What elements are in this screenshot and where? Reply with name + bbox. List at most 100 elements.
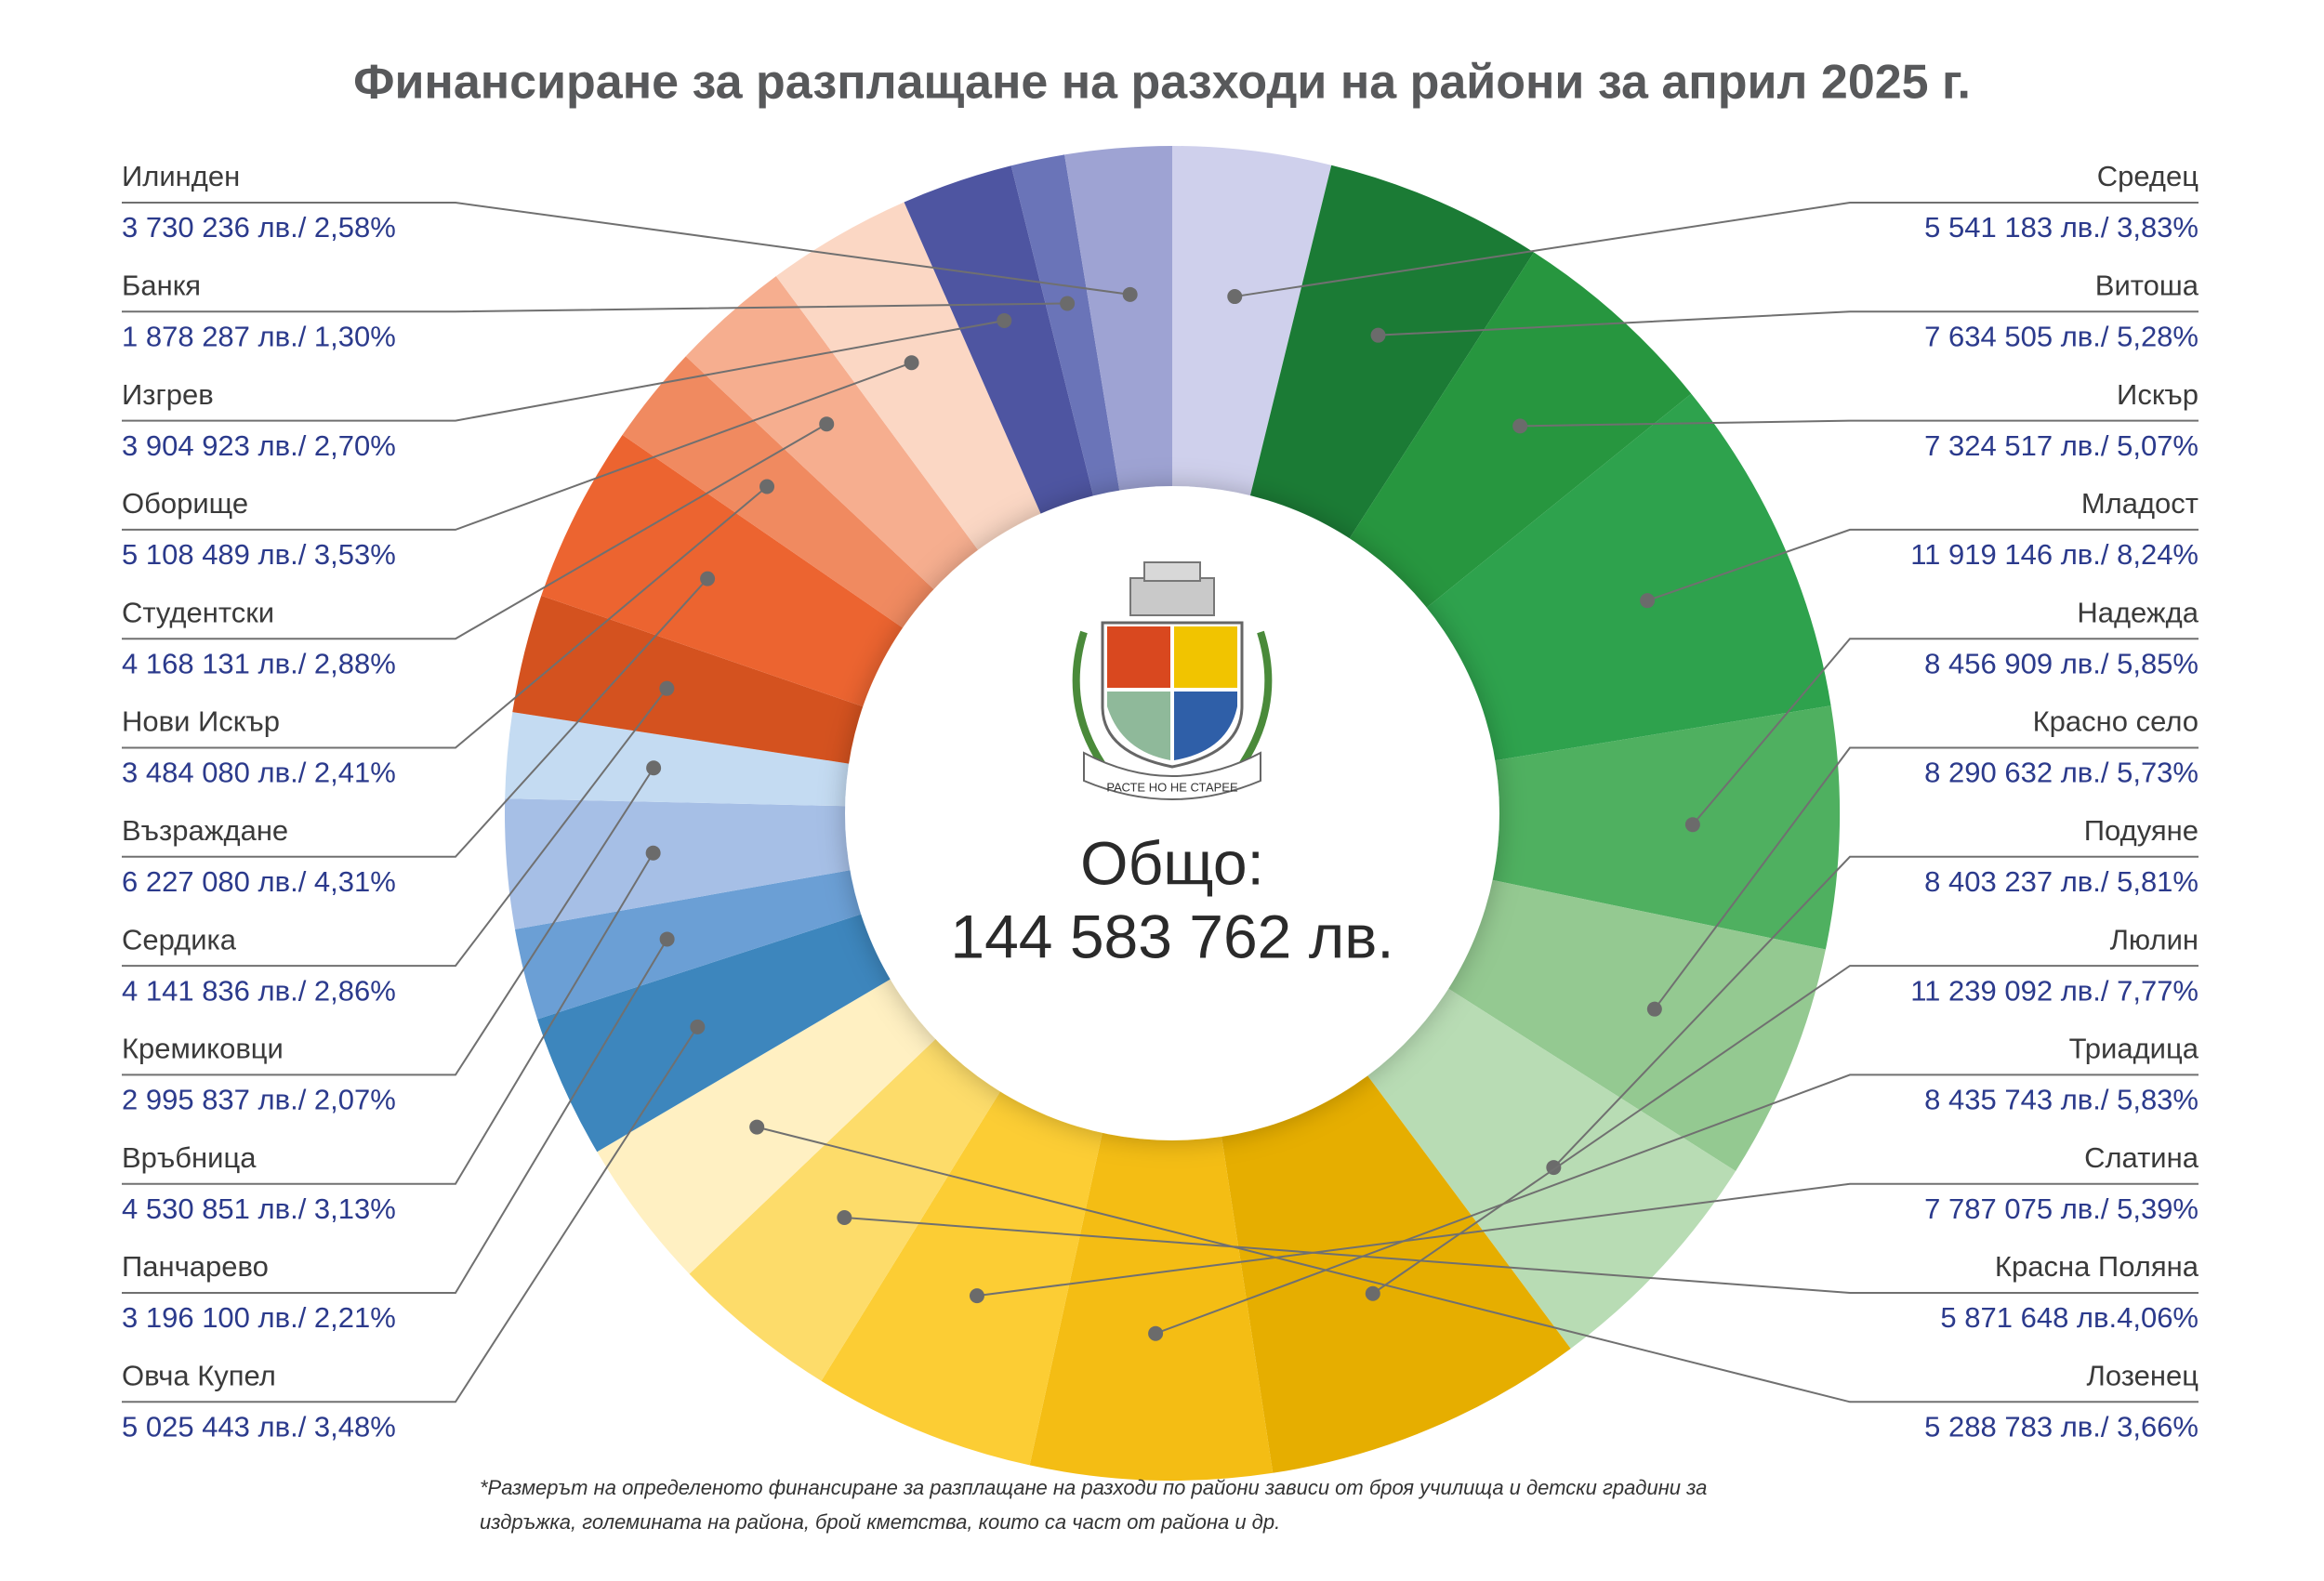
value-label: 3 730 236 лв./ 2,58% xyxy=(122,211,396,244)
donut-segment xyxy=(1343,252,1692,615)
leader-dot xyxy=(759,479,775,494)
category-label: Младост xyxy=(2081,487,2199,520)
value-label: 5 288 783 лв./ 3,66% xyxy=(1924,1410,2199,1443)
leader-line xyxy=(122,577,708,858)
value-label: 5 025 443 лв./ 3,48% xyxy=(122,1410,396,1443)
leader-line xyxy=(122,767,654,1076)
category-label: Овча Купел xyxy=(122,1359,276,1391)
category-label: Илинден xyxy=(122,160,240,192)
donut-segment xyxy=(505,798,862,929)
leader-dot xyxy=(969,1288,984,1304)
value-label: 7 634 505 лв./ 5,28% xyxy=(1924,320,2199,352)
leader-dot xyxy=(659,931,675,947)
category-label: Възраждане xyxy=(122,814,288,847)
value-label: 5 108 489 лв./ 3,53% xyxy=(122,538,396,571)
leader-line xyxy=(1155,1074,2199,1335)
leader-dot xyxy=(749,1119,765,1135)
category-label: Сердика xyxy=(122,923,237,955)
value-label: 8 456 909 лв./ 5,85% xyxy=(1924,647,2199,679)
leader-dot xyxy=(1148,1325,1164,1341)
category-label: Връбница xyxy=(122,1141,257,1174)
total-label: Общо: xyxy=(1080,828,1264,897)
leader-dot xyxy=(997,312,1012,328)
value-label: 3 904 923 лв./ 2,70% xyxy=(122,429,396,462)
value-label: 7 787 075 лв./ 5,39% xyxy=(1924,1192,2199,1225)
value-label: 8 290 632 лв./ 5,73% xyxy=(1924,757,2199,789)
leader-line xyxy=(122,938,668,1294)
category-label: Люлин xyxy=(2110,923,2199,955)
category-label: Изгрев xyxy=(122,378,214,411)
value-label: 7 324 517 лв./ 5,07% xyxy=(1924,429,2199,462)
category-label: Подуяне xyxy=(2084,814,2199,847)
donut-segment xyxy=(1481,705,1840,950)
donut-segment xyxy=(1220,1066,1571,1473)
category-label: Надежда xyxy=(2077,596,2199,628)
leader-line xyxy=(122,302,1068,313)
value-label: 11 239 092 лв./ 7,77% xyxy=(1910,974,2199,1007)
donut-segment xyxy=(512,595,874,766)
footnote: издръжка, големината на района, брой кме… xyxy=(480,1510,1280,1534)
value-label: 5 871 648 лв.4,06% xyxy=(1940,1301,2199,1334)
leader-line xyxy=(756,1126,2199,1403)
value-label: 8 403 237 лв./ 5,81% xyxy=(1924,865,2199,898)
category-label: Искър xyxy=(2117,378,2199,411)
donut-segment xyxy=(1248,165,1535,548)
category-label: Слатина xyxy=(2084,1141,2199,1174)
leader-dot xyxy=(1227,289,1243,305)
category-label: Студентски xyxy=(122,596,274,628)
value-label: 11 919 146 лв./ 8,24% xyxy=(1910,538,2199,571)
category-label: Нови Искър xyxy=(122,705,280,738)
emblem-motto: РАСТЕ НО НЕ СТАРЕЕ xyxy=(1106,780,1238,794)
category-label: Панчарево xyxy=(122,1250,269,1283)
donut-segment xyxy=(541,434,912,711)
footnote: *Размерът на определеното финансиране за… xyxy=(480,1476,1707,1499)
category-label: Триадица xyxy=(2069,1033,2199,1065)
leader-dot xyxy=(1646,1001,1662,1017)
total-value: 144 583 762 лв. xyxy=(950,902,1393,970)
category-label: Банкя xyxy=(122,269,201,301)
donut-segment xyxy=(821,1082,1105,1466)
leader-dot xyxy=(1370,327,1386,343)
donut xyxy=(505,146,1840,1481)
leader-line xyxy=(122,319,1005,422)
leader-dot xyxy=(645,845,661,861)
leader-dot xyxy=(1122,286,1138,302)
leader-line xyxy=(1378,310,2199,336)
category-label: Красно село xyxy=(2033,705,2199,738)
leader-dot xyxy=(700,571,716,586)
value-label: 8 435 743 лв./ 5,83% xyxy=(1924,1084,2199,1116)
leader-line xyxy=(976,1182,2199,1298)
leader-dot xyxy=(690,1019,706,1034)
leader-dot xyxy=(1684,817,1700,833)
leader-line xyxy=(122,423,827,640)
leader-line xyxy=(1654,746,2199,1010)
donut-segment xyxy=(622,356,943,635)
donut-segment xyxy=(1418,393,1831,763)
value-label: 2 995 837 лв./ 2,07% xyxy=(122,1084,396,1116)
donut-segment xyxy=(1010,154,1122,507)
category-label: Витоша xyxy=(2095,269,2199,301)
donut-segment xyxy=(904,165,1096,524)
category-label: Средец xyxy=(2097,160,2199,192)
leader-line xyxy=(122,1026,699,1403)
donut-segment xyxy=(689,1031,1007,1381)
donut-segment xyxy=(514,868,872,1020)
donut-segment xyxy=(597,973,944,1274)
donut-segment xyxy=(1064,146,1172,502)
leader-dot xyxy=(1365,1285,1380,1301)
leader-dot xyxy=(819,416,835,432)
value-label: 6 227 080 лв./ 4,31% xyxy=(122,865,396,898)
leader-line xyxy=(122,852,654,1185)
leader-dot xyxy=(904,355,919,371)
donut-segment xyxy=(505,712,860,807)
leader-line xyxy=(1646,528,2199,602)
leader-line xyxy=(1372,965,2199,1295)
leader-dot xyxy=(1640,593,1656,609)
leader-line xyxy=(844,1217,2199,1294)
leader-dot xyxy=(646,760,662,776)
leader-line xyxy=(1552,855,2199,1168)
donut-segment xyxy=(775,202,1046,560)
chart-title: Финансиране за разплащане на разходи на … xyxy=(353,56,1971,110)
value-label: 4 141 836 лв./ 2,86% xyxy=(122,974,396,1007)
